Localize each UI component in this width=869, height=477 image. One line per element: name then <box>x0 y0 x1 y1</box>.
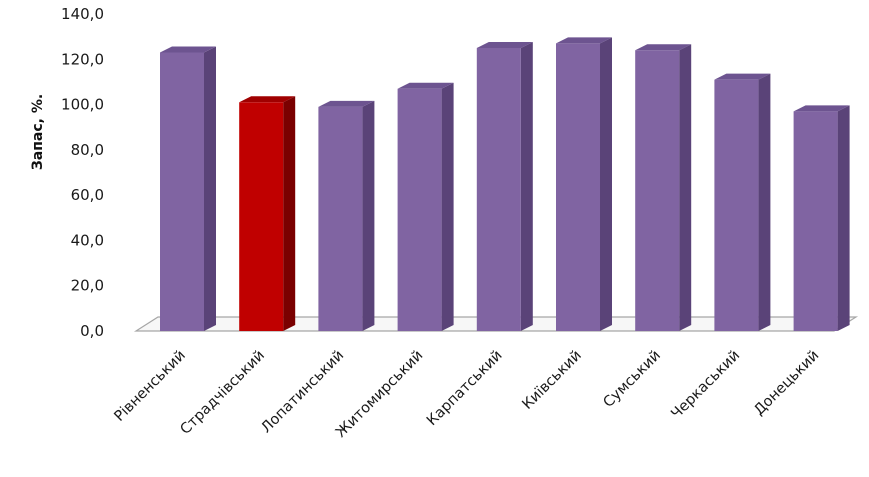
bar-side <box>204 46 216 331</box>
bar-top <box>635 44 692 51</box>
bar <box>714 73 771 332</box>
bar <box>556 37 612 331</box>
bar-top <box>556 37 612 44</box>
bar-top <box>160 46 216 53</box>
bar-front <box>556 43 600 331</box>
bar-side <box>283 96 296 331</box>
bar-front <box>793 111 838 331</box>
y-axis-ticks: 0,0 20,0 40,0 60,0 80,0 100,0 120,0 140,0 <box>61 5 104 340</box>
bar-front <box>476 47 521 331</box>
bar-side <box>758 73 771 332</box>
bar-front <box>714 79 759 332</box>
y-tick-label: 140,0 <box>61 5 104 23</box>
bar-side <box>441 82 454 331</box>
bar-side <box>520 41 533 331</box>
x-tick-label: Київський <box>519 348 584 413</box>
y-tick-label: 100,0 <box>61 96 104 114</box>
bar-side <box>679 44 692 331</box>
bar-front <box>318 106 363 331</box>
x-tick-label: Карпатський <box>424 348 506 430</box>
x-tick-label: Донецький <box>751 348 822 419</box>
x-tick-label: Черкаський <box>668 348 743 423</box>
y-tick-label: 120,0 <box>61 50 104 68</box>
y-tick-label: 80,0 <box>71 141 104 159</box>
y-tick-label: 40,0 <box>71 231 104 249</box>
bar-side <box>362 100 375 331</box>
y-tick-label: 60,0 <box>71 186 104 204</box>
y-tick-label: 20,0 <box>71 277 104 295</box>
bar-top <box>318 100 375 107</box>
x-tick-label: Лопатинський <box>258 348 347 437</box>
bar <box>397 82 454 331</box>
y-tick-label: 0,0 <box>80 322 104 340</box>
bar-front <box>635 50 680 331</box>
x-tick-label: Рівненський <box>112 348 189 425</box>
bars <box>160 37 850 332</box>
bar-front <box>160 52 204 331</box>
bar <box>160 46 216 331</box>
bar-front <box>239 102 284 331</box>
x-tick-label: Страдчівський <box>178 348 268 438</box>
bar-top <box>397 82 454 89</box>
x-axis-labels: РівненськийСтрадчівськийЛопатинськийЖито… <box>112 348 823 441</box>
bar-top <box>714 73 771 80</box>
x-tick-label: Сумський <box>601 348 664 411</box>
bar <box>239 96 296 331</box>
bar <box>318 100 375 331</box>
bar-top <box>793 105 850 112</box>
bar-front <box>397 88 442 331</box>
y-axis-label: Запас, %. <box>30 94 46 170</box>
bar-side <box>600 37 612 331</box>
bar-top <box>476 41 533 48</box>
x-tick-label: Житомирський <box>333 348 426 441</box>
bar-top <box>239 96 296 103</box>
bar-side <box>837 105 850 331</box>
bar <box>635 44 692 331</box>
bar <box>476 41 533 331</box>
bar <box>793 105 850 331</box>
